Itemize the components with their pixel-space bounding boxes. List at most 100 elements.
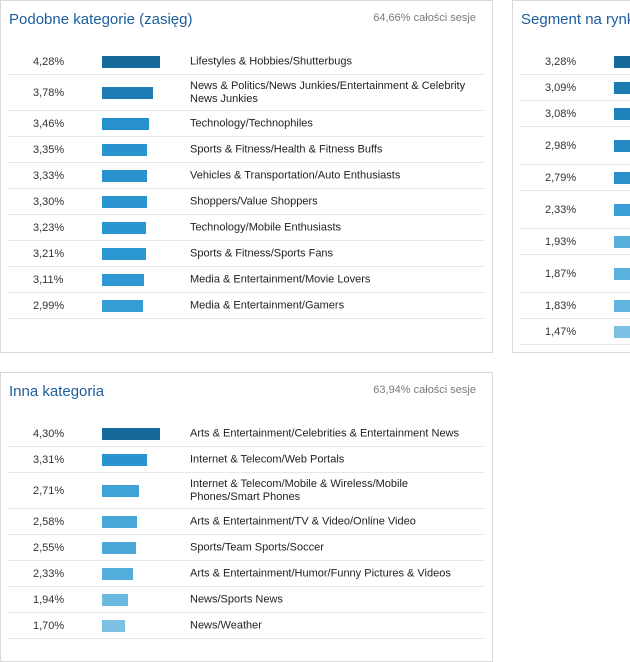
category-label[interactable]: Media & Entertainment/Gamers [190,299,345,311]
share-bar [614,267,630,280]
percentage-value: 2,58% [33,515,65,528]
table-row[interactable]: 4,30% Arts & Entertainment/Celebrities & … [9,421,484,447]
percentage-value: 2,71% [33,484,65,497]
table-row[interactable]: 3,31% Internet & Telecom/Web Portals [9,447,484,473]
table-row[interactable]: 1,83% [521,293,630,319]
share-bar [614,171,630,184]
table-row[interactable]: 1,87% [521,255,630,293]
table-row[interactable]: 2,71% Internet & Telecom/Mobile & Wireles… [9,473,484,509]
share-bar [102,567,133,580]
percentage-value: 4,30% [33,427,65,440]
table-row[interactable]: 2,33% [521,191,630,229]
table-row[interactable]: 1,94% News/Sports News [9,587,484,613]
percentage-value: 3,46% [33,117,65,130]
table-row[interactable]: 2,98% [521,127,630,165]
category-label[interactable]: Arts & Entertainment/Humor/Funny Picture… [190,567,451,579]
table-row[interactable]: 3,23% Technology/Mobile Enthusiasts [9,215,484,241]
panel-title: Segment na rynku [521,11,630,28]
percentage-value: 3,35% [33,143,65,156]
share-bar [102,247,146,260]
category-label[interactable]: Arts & Entertainment/TV & Video/Online V… [190,515,416,527]
percentage-value: 3,30% [33,195,65,208]
share-bar [102,195,147,208]
share-bar [102,541,136,554]
percentage-value: 1,94% [33,593,65,606]
share-bar [614,55,630,68]
category-label[interactable]: News/Weather [190,619,262,631]
percentage-value: 3,23% [33,221,65,234]
share-bar [614,299,630,312]
share-bar [102,453,147,466]
category-label[interactable]: Internet & Telecom/Mobile & Wireless/Mob… [190,477,409,503]
table-row[interactable]: 3,28% [521,49,630,75]
category-list: 4,30% Arts & Entertainment/Celebrities & … [9,421,484,639]
share-bar [614,325,630,338]
table-row[interactable]: 3,08% [521,101,630,127]
percentage-value: 3,31% [33,453,65,466]
table-row[interactable]: 3,11% Media & Entertainment/Movie Lovers [9,267,484,293]
share-bar [102,86,153,99]
table-row[interactable]: 3,33% Vehicles & Transportation/Auto Enth… [9,163,484,189]
percentage-value: 2,55% [33,541,65,554]
table-row[interactable]: 2,79% [521,165,630,191]
percentage-value: 1,83% [545,299,577,312]
category-label[interactable]: Arts & Entertainment/Celebrities & Enter… [190,427,460,439]
share-bar [102,169,147,182]
percentage-value: 3,21% [33,247,65,260]
share-bar [102,117,149,130]
category-label[interactable]: Vehicles & Transportation/Auto Enthusias… [190,169,401,181]
table-row[interactable]: 3,09% [521,75,630,101]
share-bar [102,299,143,312]
table-row[interactable]: 2,99% Media & Entertainment/Gamers [9,293,484,319]
percentage-value: 3,33% [33,169,65,182]
table-row[interactable]: 3,21% Sports & Fitness/Sports Fans [9,241,484,267]
other-category-panel: Inna kategoria 63,94% całości sesje 4,30… [0,372,493,662]
table-row[interactable]: 2,33% Arts & Entertainment/Humor/Funny Pi… [9,561,484,587]
panel-title: Podobne kategorie (zasięg) [9,11,193,28]
percentage-value: 2,33% [33,567,65,580]
table-row[interactable]: 3,35% Sports & Fitness/Health & Fitness B… [9,137,484,163]
share-bar [102,484,139,497]
category-label[interactable]: Technology/Mobile Enthusiasts [190,221,342,233]
category-label[interactable]: Internet & Telecom/Web Portals [190,453,345,465]
table-row[interactable]: 1,93% [521,229,630,255]
share-bar [614,107,630,120]
category-label[interactable]: Lifestyles & Hobbies/Shutterbugs [190,55,353,67]
percentage-value: 2,98% [545,139,577,152]
share-bar [102,593,128,606]
category-label[interactable]: Sports/Team Sports/Soccer [190,541,324,553]
table-row[interactable]: 4,28% Lifestyles & Hobbies/Shutterbugs [9,49,484,75]
percentage-value: 3,28% [545,55,577,68]
category-label[interactable]: Technology/Technophiles [190,117,313,129]
table-row[interactable]: 1,70% News/Weather [9,613,484,639]
share-bar [102,143,147,156]
similar-categories-panel: Podobne kategorie (zasięg) 64,66% całośc… [0,0,493,353]
category-label[interactable]: Media & Entertainment/Movie Lovers [190,273,371,285]
share-bar [614,81,630,94]
share-bar [102,55,160,68]
table-row[interactable]: 2,58% Arts & Entertainment/TV & Video/Onl… [9,509,484,535]
category-list: 3,28% 3,09% 3,08% 2,98% 2,79% 2,33% 1,93% 1,87%… [521,49,630,345]
table-row[interactable]: 1,47% [521,319,630,345]
percentage-value: 2,33% [545,203,577,216]
table-row[interactable]: 3,78% News & Politics/News Junkies/Entert… [9,75,484,111]
share-bar [614,139,630,152]
category-label[interactable]: News/Sports News [190,593,283,605]
category-label[interactable]: Sports & Fitness/Sports Fans [190,247,334,259]
percentage-value: 4,28% [33,55,65,68]
percentage-value: 3,09% [545,81,577,94]
category-label[interactable]: Sports & Fitness/Health & Fitness Buffs [190,143,383,155]
panel-sessions-share: 63,94% całości sesje [373,384,476,396]
table-row[interactable]: 3,46% Technology/Technophiles [9,111,484,137]
percentage-value: 1,70% [33,619,65,632]
table-row[interactable]: 3,30% Shoppers/Value Shoppers [9,189,484,215]
share-bar [102,619,125,632]
percentage-value: 3,08% [545,107,577,120]
percentage-value: 2,79% [545,171,577,184]
category-label[interactable]: Shoppers/Value Shoppers [190,195,318,207]
table-row[interactable]: 2,55% Sports/Team Sports/Soccer [9,535,484,561]
percentage-value: 1,93% [545,235,577,248]
category-list: 4,28% Lifestyles & Hobbies/Shutterbugs 3,7… [9,49,484,319]
category-label[interactable]: News & Politics/News Junkies/Entertainme… [190,79,466,105]
share-bar [614,235,630,248]
